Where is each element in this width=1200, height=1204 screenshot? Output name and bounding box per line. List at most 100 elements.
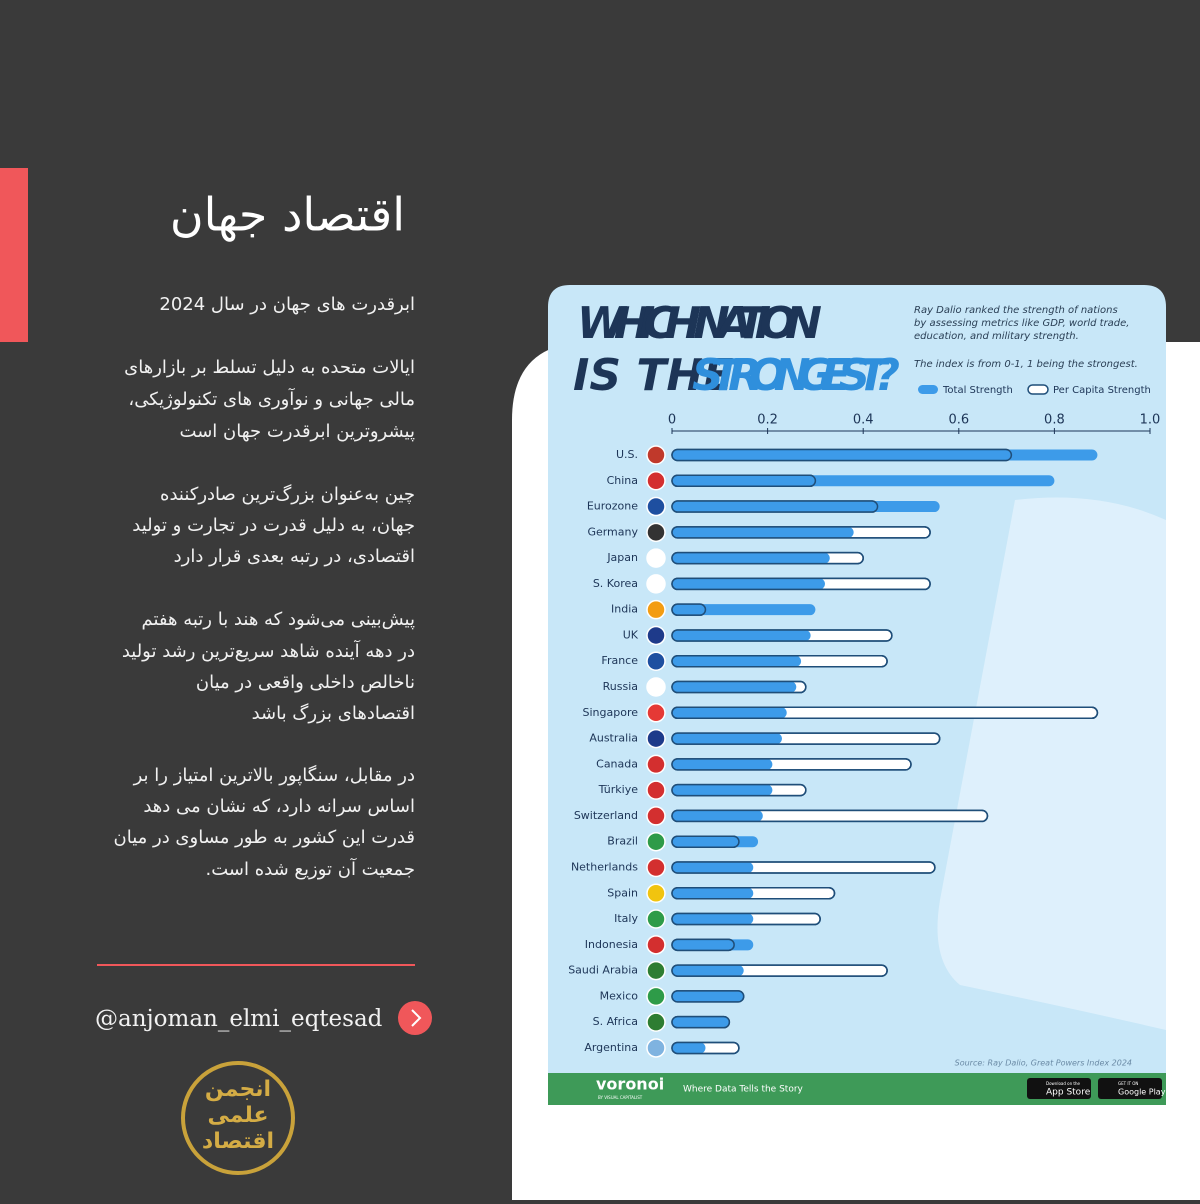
chart-description: by assessing metrics like GDP, world tra… bbox=[914, 318, 1130, 329]
badge-text: Google Play bbox=[1118, 1088, 1166, 1097]
flag-icon bbox=[646, 960, 666, 981]
paragraph-line: جهان، به دلیل قدرت در تجارت و تولید bbox=[132, 515, 415, 536]
total-bar bbox=[672, 475, 1055, 487]
per-capita-outline bbox=[671, 654, 888, 668]
logo-text: اقتصاد bbox=[202, 1129, 274, 1154]
category-label: Japan bbox=[606, 551, 638, 564]
per-capita-outline bbox=[671, 448, 1013, 462]
category-label: Canada bbox=[596, 757, 638, 770]
badge-text: Download on the bbox=[1046, 1081, 1081, 1086]
category-label: U.S. bbox=[616, 448, 638, 461]
badge-text: GET IT ON bbox=[1118, 1081, 1138, 1086]
paragraph-line: مالی جهانی و نوآوری های تکنولوژیکی، bbox=[128, 387, 415, 410]
total-bar bbox=[672, 552, 830, 564]
x-tick-label: 0 bbox=[668, 413, 676, 428]
per-capita-outline bbox=[671, 629, 893, 642]
category-label: Spain bbox=[607, 886, 638, 899]
category-label: Brazil bbox=[607, 835, 638, 848]
per-capita-outline bbox=[671, 577, 931, 591]
link-button[interactable] bbox=[398, 1001, 432, 1035]
flag-icon bbox=[646, 677, 666, 697]
badge-text: App Store bbox=[1046, 1088, 1091, 1098]
x-tick-label: 0.4 bbox=[853, 413, 874, 428]
paragraph-line: قدرت این کشور به طور مساوی در میان bbox=[114, 827, 416, 848]
flag-icon bbox=[646, 625, 666, 646]
chart-title: STRONGEST? bbox=[692, 350, 900, 401]
chevron-icon bbox=[411, 1009, 422, 1027]
chart-description: Ray Dalio ranked the strength of nations bbox=[914, 305, 1118, 316]
flag-icon bbox=[646, 857, 666, 878]
logo-text: علمی bbox=[207, 1103, 268, 1128]
app-store-badge[interactable] bbox=[1027, 1078, 1091, 1099]
flag-icon bbox=[646, 883, 666, 904]
flag-icon bbox=[646, 471, 666, 491]
legend-label: Per Capita Strength bbox=[1053, 385, 1151, 396]
total-bar bbox=[672, 810, 763, 822]
per-capita-outline bbox=[671, 938, 735, 952]
x-tick-label: 0.2 bbox=[757, 413, 778, 428]
category-label: Russia bbox=[603, 680, 638, 693]
handle: @anjoman_elmi_eqtesad bbox=[95, 1006, 383, 1032]
flag-icon bbox=[646, 496, 666, 517]
total-bar bbox=[672, 965, 744, 977]
total-bar bbox=[672, 758, 773, 770]
total-bar bbox=[672, 861, 754, 873]
flag-icon bbox=[646, 831, 666, 852]
footer-brand: voronoi bbox=[596, 1075, 664, 1094]
total-bar bbox=[672, 784, 773, 796]
per-capita-outline bbox=[671, 964, 888, 977]
per-capita-outline bbox=[671, 474, 817, 488]
per-capita-outline bbox=[671, 783, 807, 797]
footer-tagline: Where Data Tells the Story bbox=[683, 1085, 804, 1095]
accent-bar bbox=[0, 168, 28, 342]
paragraph-line: چین به‌عنوان بزرگ‌ترین صادرکننده bbox=[160, 484, 415, 505]
x-tick-label: 0.6 bbox=[948, 413, 969, 428]
paragraph-line: اساس سرانه دارد، که نشان می دهد bbox=[143, 796, 415, 817]
total-bar bbox=[672, 1042, 706, 1054]
logo-ring bbox=[181, 1061, 295, 1175]
category-label: S. Africa bbox=[593, 1015, 638, 1028]
chart-note: The index is from 0-1, 1 being the stron… bbox=[914, 359, 1138, 370]
total-bar bbox=[672, 629, 811, 641]
paragraph-line: در مقابل، سنگاپور بالاترین امتیاز را بر bbox=[133, 764, 415, 786]
chart-source: Source: Ray Dalio, Great Powers Index 20… bbox=[955, 1059, 1132, 1068]
flag-icon bbox=[646, 754, 666, 775]
flag-icon bbox=[646, 909, 666, 929]
per-capita-outline bbox=[671, 706, 1099, 720]
flag-icon bbox=[646, 651, 666, 671]
category-label: Argentina bbox=[584, 1041, 638, 1054]
per-capita-outline bbox=[671, 732, 941, 745]
flag-icon bbox=[646, 986, 666, 1007]
flag-icon bbox=[646, 599, 666, 620]
chart-description: education, and military strength. bbox=[914, 331, 1079, 342]
category-label: Germany bbox=[587, 525, 638, 538]
legend-swatch bbox=[1027, 384, 1049, 395]
infographic bbox=[548, 285, 1166, 1105]
footer-brand-sub: BY VISUAL CAPITALIST bbox=[598, 1095, 643, 1100]
per-capita-outline bbox=[671, 1015, 731, 1029]
paragraph-line: پیش‌بینی می‌شود که هند با رتبه هفتم bbox=[141, 609, 415, 630]
category-label: India bbox=[611, 603, 638, 616]
per-capita-outline bbox=[671, 680, 807, 694]
category-label: Italy bbox=[614, 912, 638, 925]
flag-illustration bbox=[937, 497, 1166, 1030]
per-capita-outline bbox=[671, 551, 864, 565]
flag-icon bbox=[646, 780, 666, 800]
logo-text: انجمن bbox=[205, 1077, 271, 1102]
per-capita-outline bbox=[671, 758, 912, 771]
per-capita-outline bbox=[671, 861, 936, 874]
paragraph-line: پیشروترین ابرقدرت جهان است bbox=[180, 421, 415, 442]
flag-icon bbox=[646, 1038, 666, 1058]
total-bar bbox=[672, 990, 744, 1002]
total-bar bbox=[672, 501, 940, 513]
flag-icon bbox=[646, 806, 666, 826]
category-label: Indonesia bbox=[585, 938, 638, 951]
category-label: China bbox=[607, 474, 638, 487]
category-label: France bbox=[601, 654, 638, 667]
flag-icon bbox=[646, 548, 666, 568]
flag-icon bbox=[646, 935, 666, 955]
category-label: Singapore bbox=[583, 706, 639, 719]
google-play-badge[interactable] bbox=[1098, 1078, 1162, 1099]
